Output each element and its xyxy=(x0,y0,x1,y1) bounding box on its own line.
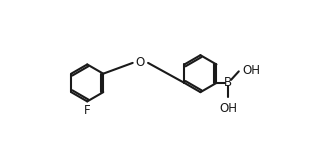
Text: B: B xyxy=(224,76,232,89)
Text: F: F xyxy=(84,104,91,117)
Text: OH: OH xyxy=(219,102,237,115)
Text: OH: OH xyxy=(242,64,261,77)
Text: O: O xyxy=(136,56,145,69)
